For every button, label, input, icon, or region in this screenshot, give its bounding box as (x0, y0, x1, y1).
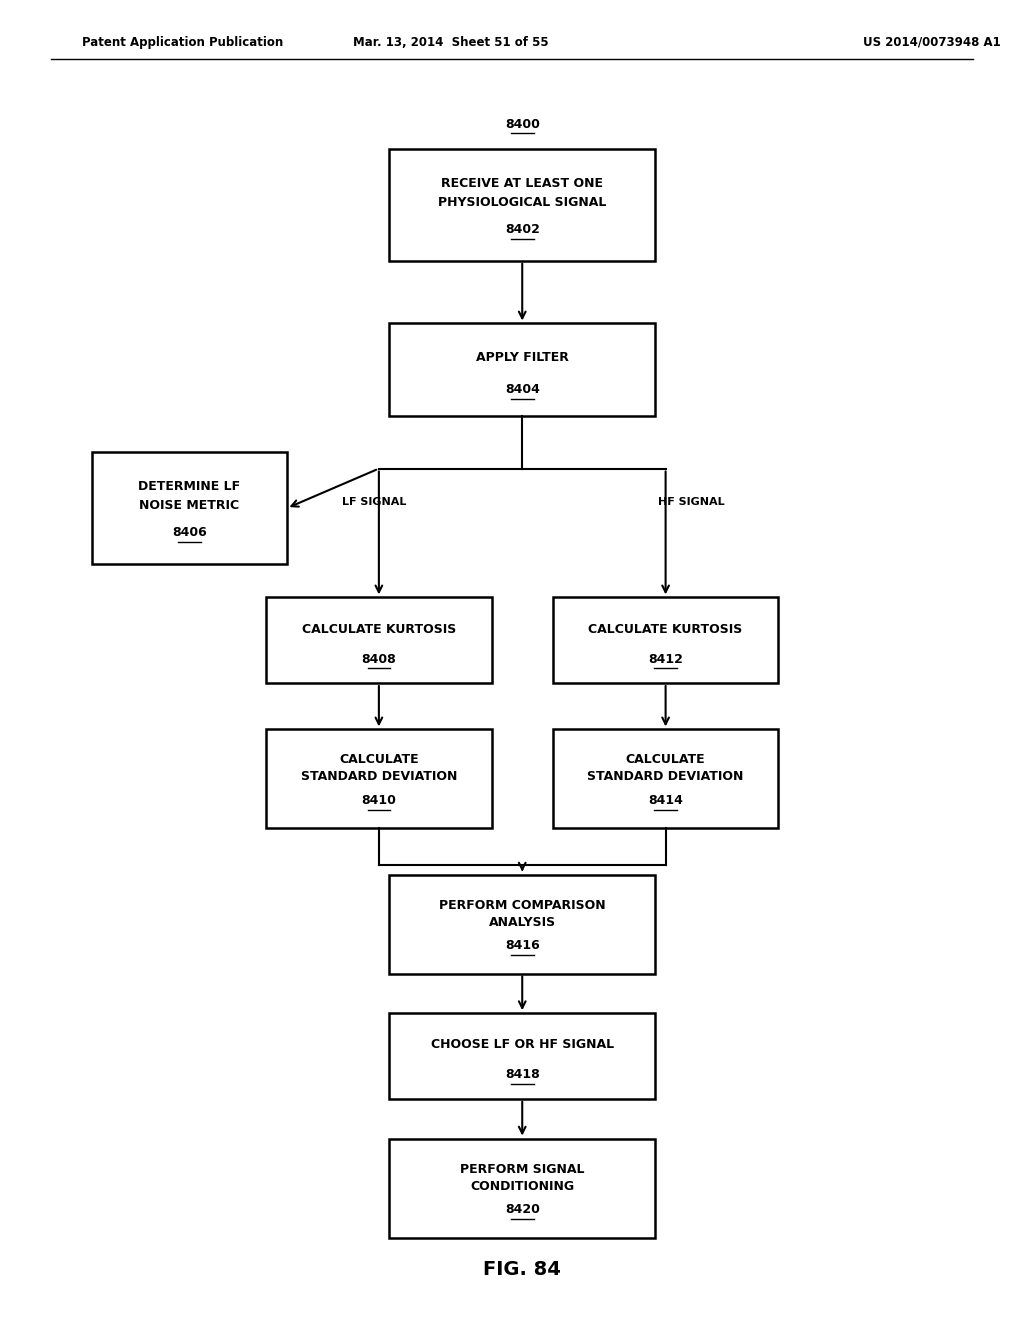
Bar (389, 149, 655, 261)
Text: 8412: 8412 (648, 652, 683, 665)
Text: CALCULATE: CALCULATE (339, 754, 419, 767)
Text: CALCULATE: CALCULATE (626, 754, 706, 767)
Text: 8416: 8416 (505, 940, 540, 952)
Text: DETERMINE LF: DETERMINE LF (138, 480, 241, 494)
Bar (553, 597, 778, 682)
Text: CALCULATE KURTOSIS: CALCULATE KURTOSIS (302, 623, 456, 635)
Text: STANDARD DEVIATION: STANDARD DEVIATION (301, 771, 457, 783)
Text: RECEIVE AT LEAST ONE: RECEIVE AT LEAST ONE (441, 177, 603, 190)
Text: STANDARD DEVIATION: STANDARD DEVIATION (588, 771, 743, 783)
Text: NOISE METRIC: NOISE METRIC (139, 499, 240, 512)
Text: 8404: 8404 (505, 383, 540, 396)
Text: 8400: 8400 (505, 117, 540, 131)
Text: APPLY FILTER: APPLY FILTER (476, 351, 568, 364)
Bar (553, 729, 778, 829)
Text: US 2014/0073948 A1: US 2014/0073948 A1 (863, 36, 1000, 49)
Bar (389, 874, 655, 974)
Text: 8408: 8408 (361, 652, 396, 665)
Text: PERFORM COMPARISON: PERFORM COMPARISON (439, 899, 605, 912)
Text: HF SIGNAL: HF SIGNAL (657, 496, 725, 507)
Text: CHOOSE LF OR HF SIGNAL: CHOOSE LF OR HF SIGNAL (431, 1039, 613, 1051)
Text: 8414: 8414 (648, 795, 683, 807)
Bar (389, 1138, 655, 1238)
Text: LF SIGNAL: LF SIGNAL (342, 496, 406, 507)
Bar (389, 323, 655, 416)
Text: Mar. 13, 2014  Sheet 51 of 55: Mar. 13, 2014 Sheet 51 of 55 (352, 36, 549, 49)
Text: CONDITIONING: CONDITIONING (470, 1180, 574, 1192)
Text: 8418: 8418 (505, 1068, 540, 1081)
Bar (389, 1014, 655, 1098)
Text: PERFORM SIGNAL: PERFORM SIGNAL (460, 1163, 585, 1176)
Bar (266, 729, 492, 829)
Text: 8420: 8420 (505, 1204, 540, 1216)
Text: 8410: 8410 (361, 795, 396, 807)
Bar (92, 451, 287, 565)
Text: Patent Application Publication: Patent Application Publication (82, 36, 284, 49)
Text: 8402: 8402 (505, 223, 540, 236)
Text: 8406: 8406 (172, 527, 207, 540)
Text: PHYSIOLOGICAL SIGNAL: PHYSIOLOGICAL SIGNAL (438, 195, 606, 209)
Text: ANALYSIS: ANALYSIS (488, 916, 556, 928)
Text: FIG. 84: FIG. 84 (483, 1261, 561, 1279)
Bar (266, 597, 492, 682)
Text: CALCULATE KURTOSIS: CALCULATE KURTOSIS (589, 623, 742, 635)
